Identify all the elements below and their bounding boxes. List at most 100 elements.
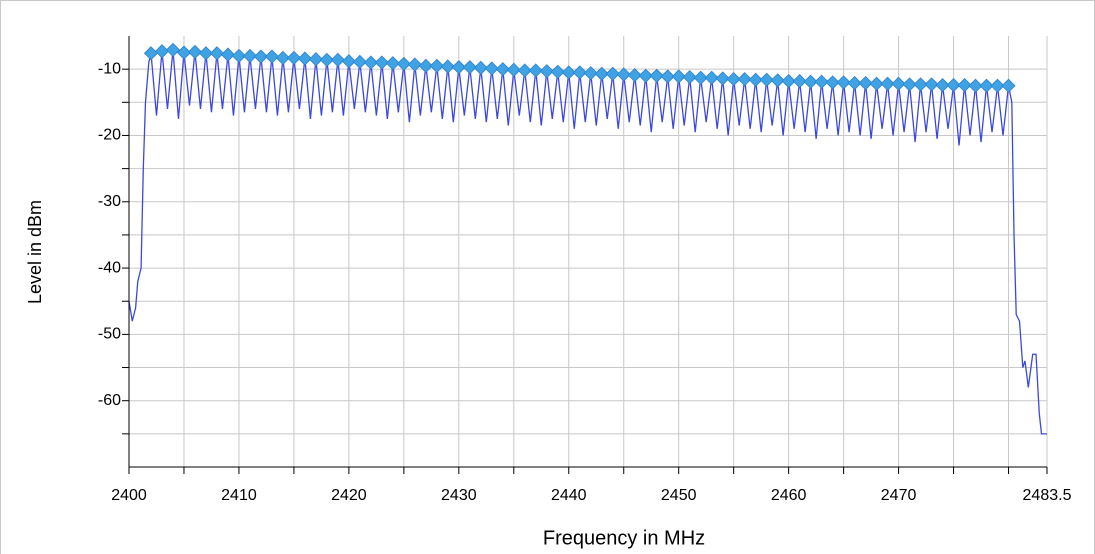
peak-marker (165, 42, 181, 57)
peak-marker (748, 72, 763, 87)
peak-marker (759, 72, 774, 87)
peak-marker (319, 52, 334, 67)
x-tick-label: 2450 (661, 487, 697, 504)
peak-marker (869, 76, 884, 91)
x-tick-label: 2440 (551, 487, 587, 504)
peak-marker (275, 50, 290, 65)
peak-marker (176, 45, 192, 60)
peak-marker (715, 71, 730, 86)
peak-marker (429, 58, 444, 73)
peak-marker (341, 54, 356, 69)
peak-marker (440, 59, 455, 74)
x-tick-label: 2470 (881, 487, 917, 504)
peak-marker (990, 78, 1005, 93)
peak-marker (308, 52, 323, 67)
peak-marker (231, 48, 247, 63)
y-tick-label: -50 (98, 326, 121, 343)
peak-marker (462, 60, 477, 75)
peak-marker (968, 78, 983, 93)
x-axis-title: Frequency in MHz (543, 527, 705, 549)
peak-marker (693, 70, 708, 85)
peak-marker (352, 54, 367, 69)
peak-marker (286, 50, 301, 65)
peak-marker (638, 68, 653, 83)
peak-marker (671, 69, 686, 84)
peak-marker (561, 65, 576, 80)
peak-marker (649, 68, 664, 83)
peak-marker (550, 64, 565, 79)
peak-marker (902, 77, 917, 92)
peak-marker (836, 75, 851, 90)
peak-marker (781, 74, 796, 89)
x-tick-label: 2410 (221, 487, 257, 504)
peak-marker (517, 63, 532, 78)
x-tick-label: 2420 (331, 487, 367, 504)
peak-marker (825, 75, 840, 90)
peak-marker (726, 72, 741, 87)
peak-marker (891, 76, 906, 91)
peak-marker (154, 44, 170, 59)
peak-marker (880, 76, 895, 91)
peak-marker (1001, 78, 1016, 93)
peak-marker (704, 70, 719, 85)
y-axis-title: Level in dBm (25, 200, 45, 304)
y-tick-label: -30 (98, 193, 121, 210)
peak-marker (528, 63, 543, 78)
peak-marker (506, 62, 521, 77)
y-tick-label: -40 (98, 259, 121, 276)
peak-marker (297, 51, 312, 66)
plot (128, 42, 1047, 435)
y-tick-label: -60 (98, 392, 121, 409)
peak-marker (594, 66, 609, 81)
peak-marker (858, 76, 873, 91)
peak-marker (792, 74, 807, 89)
y-tick-label: -10 (98, 60, 121, 77)
y-tick-label: -20 (98, 127, 121, 144)
peak-marker (803, 74, 818, 89)
peak-marker (913, 77, 928, 92)
peak-marker (374, 55, 389, 70)
peak-marker (330, 52, 345, 67)
peak-marker (924, 77, 939, 92)
peak-marker (198, 46, 214, 61)
peak-marker (682, 70, 697, 85)
peak-marker (484, 61, 499, 76)
peak-marker (253, 49, 268, 64)
x-tick-label: 2460 (771, 487, 807, 504)
peak-marker (264, 49, 279, 64)
peak-marker (220, 47, 236, 62)
peak-marker (385, 56, 400, 71)
x-tick-label: 2400 (111, 487, 147, 504)
peak-marker (814, 74, 829, 89)
x-tick-label: 2430 (441, 487, 477, 504)
peak-marker (495, 62, 510, 77)
peak-marker (242, 48, 257, 63)
peak-marker (539, 64, 554, 79)
peak-marker (605, 66, 620, 81)
peak-marker (418, 58, 433, 73)
peak-marker (616, 67, 631, 82)
peak-marker (473, 60, 488, 75)
peak-marker (143, 46, 159, 61)
peak-marker (407, 57, 422, 72)
peak-marker (957, 78, 972, 93)
x-tick-label: 2483.5 (1023, 487, 1072, 504)
peak-marker (187, 44, 203, 59)
peak-marker (396, 56, 411, 71)
peak-marker (572, 65, 587, 80)
trace-line (128, 49, 1047, 435)
peak-marker (627, 68, 642, 83)
peak-marker (737, 72, 752, 87)
peak-marker (770, 73, 785, 88)
peak-marker (935, 78, 950, 93)
peak-marker (363, 55, 378, 70)
peak-marker (209, 46, 225, 61)
peak-marker (979, 78, 994, 93)
peak-marker (660, 69, 675, 84)
peak-marker (946, 78, 961, 93)
peak-marker (847, 76, 862, 91)
peak-marker (583, 66, 598, 81)
peak-marker (451, 60, 466, 75)
